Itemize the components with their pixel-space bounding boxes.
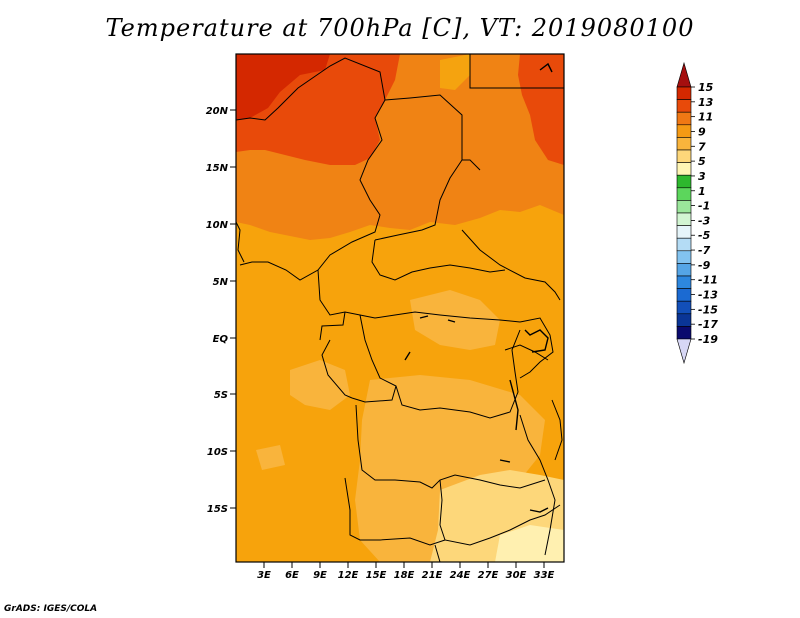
colorbar-swatch (676, 250, 692, 264)
colorbar-swatch (676, 137, 692, 151)
colorbar-label: 1 (698, 185, 706, 198)
colorbar-bottom-arrow (676, 338, 692, 365)
colorbar-swatch (676, 187, 692, 201)
colorbar-label: -9 (698, 259, 711, 272)
colorbar-label: -13 (698, 289, 718, 302)
colorbar-swatch (676, 212, 692, 226)
colorbar-label: -3 (698, 214, 711, 227)
colorbar-label: 15 (698, 81, 714, 94)
lon-label: 30E (506, 570, 527, 581)
lat-axis: 20N 15N 10N 5N EQ 5S 10S 15S (206, 106, 236, 515)
lat-label: 10S (207, 447, 228, 458)
colorbar-label: 9 (698, 125, 706, 138)
colorbar-label: -17 (698, 318, 718, 331)
lon-label: 27E (478, 570, 499, 581)
colorbar-label: 5 (698, 155, 706, 168)
colorbar-label: -15 (698, 303, 718, 316)
lon-label: 9E (313, 570, 327, 581)
lon-label: 21E (422, 570, 443, 581)
lon-axis: 3E 6E 9E 12E 15E 18E 21E 24E 27E 30E 33E (257, 562, 555, 581)
map-frame (235, 53, 565, 563)
colorbar-swatch (676, 200, 692, 214)
colorbar-swatch (676, 174, 692, 189)
map-title: Temperature at 700hPa [C], VT: 201908010… (105, 14, 695, 42)
colorbar-swatch (676, 162, 692, 176)
lat-label: EQ (213, 334, 229, 345)
lat-label: 5N (213, 277, 229, 288)
colorbar-swatch (676, 263, 692, 277)
colorbar-swatch (676, 288, 692, 302)
lon-label: 12E (338, 570, 359, 581)
lat-label: 20N (206, 106, 229, 117)
colorbar-label: -7 (698, 244, 711, 257)
lon-label: 15E (366, 570, 387, 581)
lat-label: 10N (206, 220, 229, 231)
colorbar-swatch (676, 275, 692, 289)
colorbar-swatch (676, 86, 692, 100)
colorbar-label: 7 (698, 140, 706, 153)
lat-label: 5S (214, 390, 228, 401)
colorbar-swatch (676, 313, 692, 327)
lon-label: 24E (450, 570, 471, 581)
colorbar-swatch (676, 124, 692, 138)
lon-label: 6E (285, 570, 299, 581)
colorbar-top-arrow (676, 61, 692, 88)
lakes (404, 62, 553, 513)
credit-label: GrADS: IGES/COLA (4, 604, 98, 614)
colorbar: 15 13 119 7 5 3 1 -1-3 -5 -7 -9 -11 -13-15 -17 -19 (676, 61, 718, 365)
colorbar-label: 13 (698, 96, 714, 109)
country-borders (236, 54, 564, 562)
colorbar-swatch (676, 237, 692, 252)
colorbar-swatch (676, 99, 692, 113)
colorbar-label: -19 (698, 333, 718, 346)
colorbar-label: 3 (698, 170, 706, 183)
colorbar-swatch (676, 225, 692, 239)
colorbar-swatch (676, 300, 692, 315)
lon-label: 33E (534, 570, 555, 581)
colorbar-label: -11 (698, 274, 718, 287)
temperature-field (236, 54, 564, 562)
colorbar-swatch (676, 149, 692, 163)
colorbar-swatch (676, 111, 692, 126)
lat-label: 15S (207, 504, 228, 515)
colorbar-label: 11 (698, 111, 713, 124)
colorbar-swatch (676, 326, 692, 340)
lon-label: 3E (257, 570, 271, 581)
colorbar-label: -1 (698, 200, 710, 213)
lat-label: 15N (206, 163, 229, 174)
lon-label: 18E (394, 570, 415, 581)
colorbar-label: -5 (698, 229, 711, 242)
